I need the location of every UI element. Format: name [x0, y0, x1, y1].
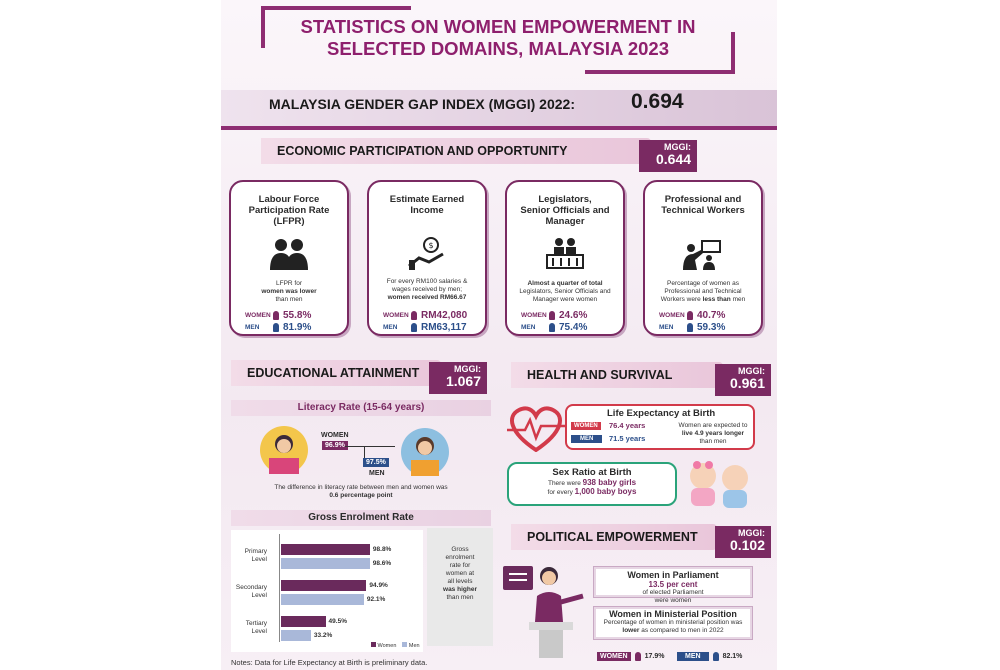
- section-political-title: POLITICAL EMPOWERMENT: [511, 524, 717, 550]
- card-desc: Almost a quarter of total Legislators, Se…: [519, 280, 611, 303]
- ministerial-note: Percentage of women in ministerial posit…: [603, 619, 743, 634]
- card-desc: LFPR for women was lower than men: [261, 280, 317, 303]
- men-stat: MEN 81.9%: [245, 322, 312, 333]
- enrolment-chart: Primary Level Secondary Level Tertiary Leve…: [231, 530, 423, 652]
- heart-icon: [507, 406, 565, 452]
- ministerial-title: Women in Ministerial Position: [609, 609, 737, 619]
- life-expectancy-box: Life Expectancy at Birth WOMEN 76.4 year…: [565, 404, 755, 450]
- enrolment-bar-women: [281, 544, 370, 555]
- card-title: Estimate Earned Income: [389, 194, 465, 216]
- woman-speaker-icon: [503, 566, 584, 658]
- axis-line: [279, 534, 280, 642]
- podium-icon: [546, 238, 584, 269]
- people-icon: [270, 239, 308, 270]
- sex-ratio-line1: There were 938 baby girls: [547, 478, 637, 488]
- card-lfpr: Labour Force Participation Rate (LFPR) LFP…: [229, 180, 349, 336]
- enrolment-bar-men: [281, 594, 364, 605]
- enrolment-value-men: 33.2%: [313, 632, 333, 639]
- section-health-title: HEALTH AND SURVIVAL: [511, 362, 723, 388]
- women-stat: WOMEN 40.7%: [659, 310, 726, 321]
- literacy-women-label: WOMEN: [321, 432, 349, 439]
- enrolment-bar-women: [281, 580, 367, 591]
- section-economic-title: ECONOMIC PARTICIPATION AND OPPORTUNITY: [261, 138, 651, 164]
- presentation-icon: [683, 240, 721, 270]
- sex-ratio-title: Sex Ratio at Birth: [552, 467, 632, 478]
- connector: [345, 446, 365, 458]
- enrolment-value-women: 49.5%: [328, 618, 347, 625]
- women-stat: WOMEN RM42,080: [383, 310, 468, 321]
- enrolment-bar-women: [281, 616, 326, 627]
- enrolment-side-note: Gross enrolment rate for women at all levels…: [427, 528, 493, 646]
- parliament-box: Women in Parliament 13.5 per cent of ele…: [593, 566, 753, 604]
- parliament-title: Women in Parliament: [627, 570, 719, 580]
- card-title: Professional and Technical Workers: [661, 194, 745, 216]
- level-label: Secondary Level: [235, 584, 267, 599]
- card-income: Estimate Earned Income $ For every RM100 …: [367, 180, 487, 336]
- infographic: STATISTICS ON WOMEN EMPOWERMENT IN SELEC…: [221, 0, 777, 670]
- money-icon: $: [408, 237, 444, 270]
- enrolment-title: Gross Enrolment Rate: [231, 510, 491, 526]
- literacy-note: The difference in literacy rate between …: [274, 484, 448, 499]
- card-desc: Percentage of women as Professional and T…: [660, 280, 746, 303]
- literacy-men-value: 97.5%: [363, 458, 389, 467]
- ministerial-women-stat: WOMEN 17.9%: [597, 652, 664, 661]
- men-stat: MEN RM63,117: [383, 322, 467, 333]
- literacy-men-label: MEN: [369, 470, 385, 477]
- mggi-label: MALAYSIA GENDER GAP INDEX (MGGI) 2022:: [269, 96, 575, 112]
- section-education-title: EDUCATIONAL ATTAINMENT: [231, 360, 441, 386]
- woman-reading-icon: [260, 426, 308, 474]
- ministerial-men-stat: MEN 82.1%: [677, 652, 742, 661]
- life-women-value: 76.4 years: [609, 421, 646, 430]
- footnote: Notes: Data for Life Expectancy at Birth…: [231, 658, 428, 667]
- political-mggi-badge: MGGI: 0.102: [715, 526, 771, 558]
- card-desc: For every RM100 salaries & wages received…: [386, 278, 468, 301]
- enrolment-value-women: 94.9%: [369, 582, 388, 589]
- sex-ratio-line2: for every 1,000 baby boys: [547, 487, 637, 497]
- legend: Women Men: [371, 642, 420, 649]
- level-label: Tertiary Level: [245, 620, 267, 635]
- ministerial-box: Women in Ministerial Position Percentage…: [593, 606, 753, 640]
- card-professional: Professional and Technical Workers Percen…: [643, 180, 763, 336]
- women-stat: WOMEN 55.8%: [245, 310, 312, 321]
- life-men-value: 71.5 years: [609, 434, 646, 443]
- enrolment-value-men: 98.6%: [372, 560, 392, 567]
- mggi-band: [221, 90, 777, 126]
- title-frame: [261, 6, 735, 74]
- life-men-label: MEN: [571, 435, 603, 443]
- page-title: STATISTICS ON WOMEN EMPOWERMENT IN SELEC…: [300, 16, 696, 59]
- enrolment-value-men: 92.1%: [366, 596, 386, 603]
- parliament-value: 13.5 per cent: [648, 580, 698, 589]
- divider: [221, 126, 777, 130]
- health-mggi-badge: MGGI: 0.961: [715, 364, 771, 396]
- life-title: Life Expectancy at Birth: [607, 408, 716, 419]
- level-label: Primary Level: [244, 548, 267, 563]
- literacy-women-value: 96.9%: [322, 441, 348, 450]
- enrolment-bar-men: [281, 558, 370, 569]
- babies-icon: [690, 461, 748, 508]
- education-mggi-badge: MGGI: 1.067: [429, 362, 487, 394]
- life-note: Women are expected to live 4.9 years long…: [678, 422, 748, 445]
- card-title: Labour Force Participation Rate (LFPR): [248, 194, 330, 227]
- enrolment-bar-men: [281, 630, 311, 641]
- economic-mggi-badge: MGGI: 0.644: [639, 140, 697, 172]
- card-legislators: Legislators, Senior Officials and Manager …: [505, 180, 625, 336]
- man-reading-icon: [401, 428, 449, 476]
- sex-ratio-box: Sex Ratio at Birth There were 938 baby g…: [507, 462, 677, 506]
- women-stat: WOMEN 24.6%: [521, 310, 588, 321]
- mggi-value: 0.694: [631, 90, 684, 113]
- parliament-note: of elected Parliament were women: [642, 589, 704, 604]
- connector: [365, 446, 395, 447]
- life-women-label: WOMEN: [571, 422, 601, 430]
- card-title: Legislators, Senior Officials and Manager: [520, 194, 610, 227]
- enrolment-value-women: 98.8%: [372, 546, 392, 553]
- literacy-title: Literacy Rate (15-64 years): [231, 400, 491, 416]
- men-stat: MEN 59.3%: [659, 322, 726, 333]
- svg-text:$: $: [428, 241, 433, 250]
- men-stat: MEN 75.4%: [521, 322, 588, 333]
